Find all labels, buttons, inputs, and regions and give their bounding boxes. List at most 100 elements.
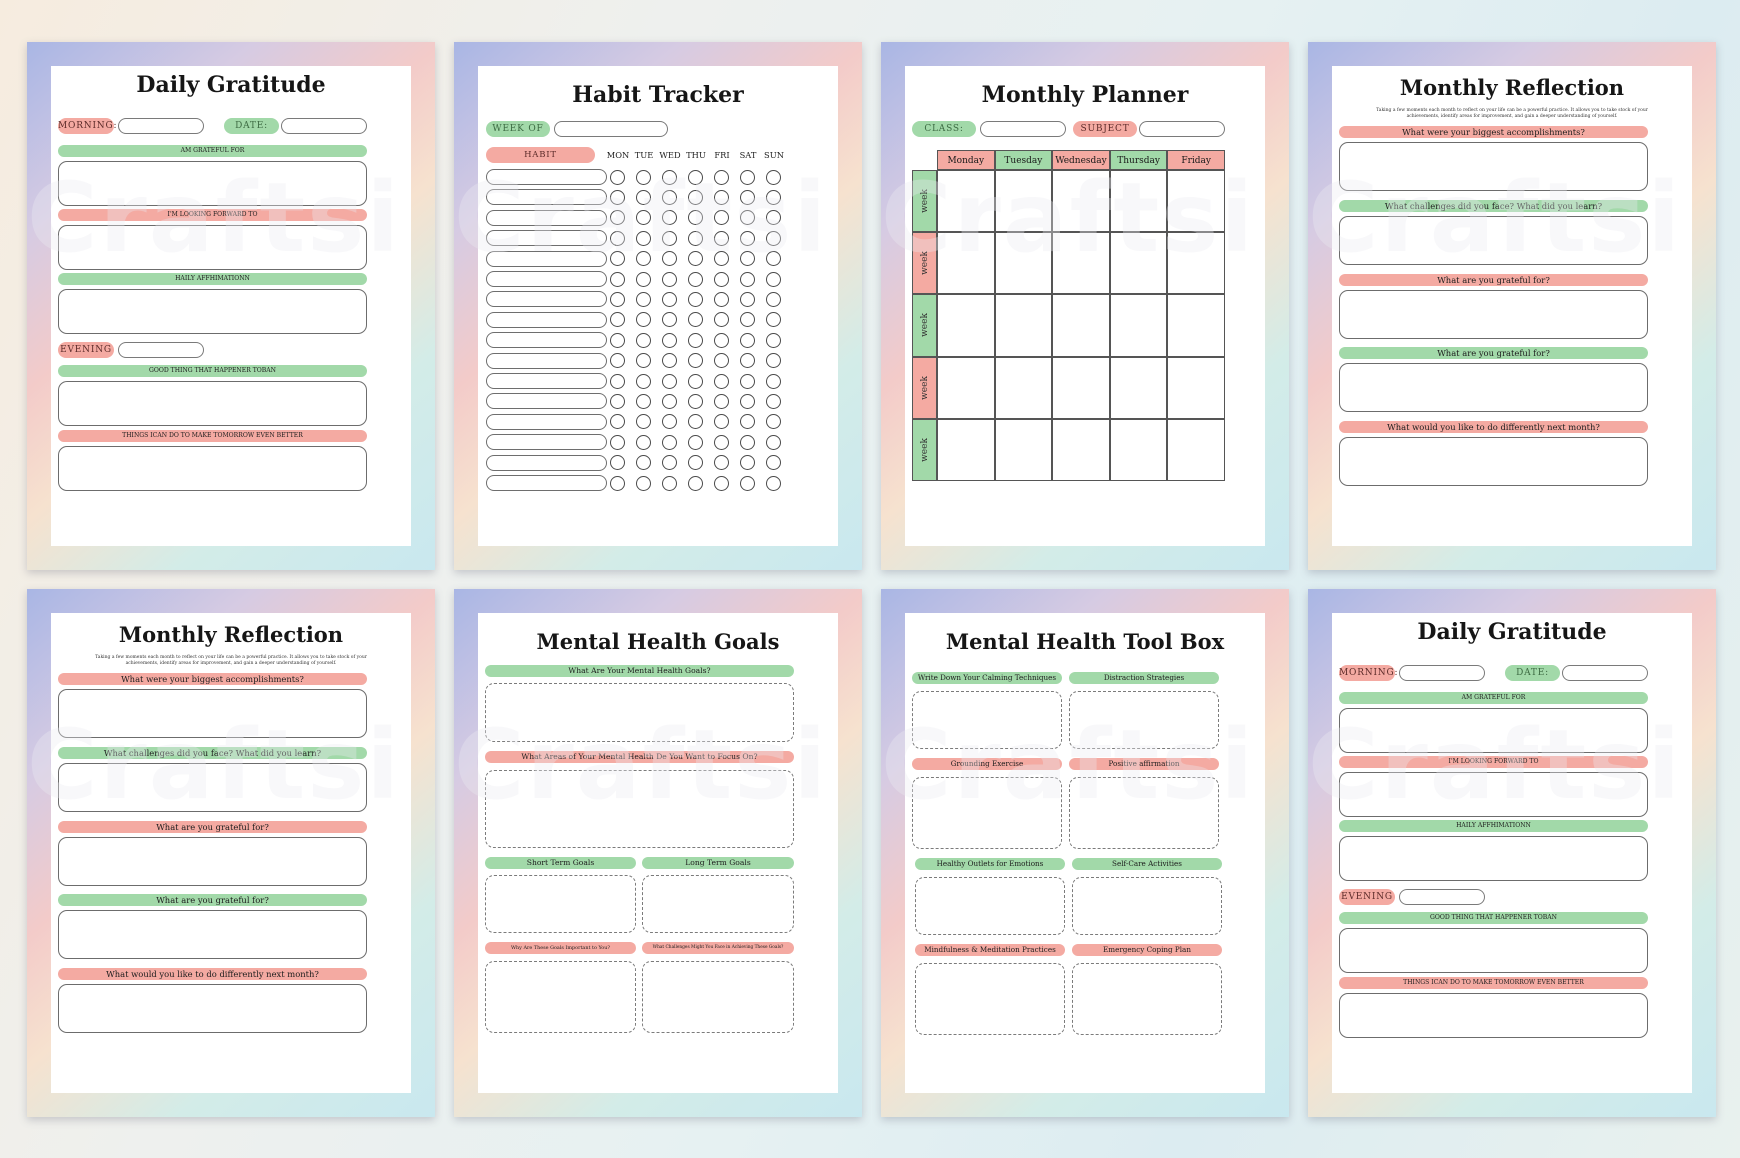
habit-input[interactable] <box>486 311 607 328</box>
habit-check[interactable] <box>714 189 729 205</box>
habit-check[interactable] <box>714 210 729 226</box>
habit-check[interactable] <box>714 414 729 430</box>
planner-cell[interactable] <box>994 232 1053 295</box>
habit-check[interactable] <box>740 312 755 328</box>
habit-check[interactable] <box>688 393 703 409</box>
planner-cell[interactable] <box>994 418 1053 481</box>
answer-box[interactable] <box>1339 437 1648 486</box>
habit-check[interactable] <box>610 271 625 287</box>
planner-cell[interactable] <box>1052 418 1110 481</box>
habit-check[interactable] <box>766 312 781 328</box>
habit-check[interactable] <box>662 189 677 205</box>
planner-cell[interactable] <box>1052 356 1110 419</box>
habit-input[interactable] <box>486 230 607 247</box>
habit-check[interactable] <box>688 210 703 226</box>
habit-check[interactable] <box>688 251 703 267</box>
habit-check[interactable] <box>766 353 781 369</box>
planner-cell[interactable] <box>1052 170 1110 233</box>
habit-check[interactable] <box>766 189 781 205</box>
answer-box[interactable] <box>58 763 367 812</box>
habit-check[interactable] <box>636 434 651 450</box>
habit-check[interactable] <box>662 414 677 430</box>
answer-box[interactable] <box>1339 290 1648 339</box>
planner-cell[interactable] <box>994 294 1053 357</box>
planner-cell[interactable] <box>1167 232 1225 295</box>
habit-check[interactable] <box>740 332 755 348</box>
habit-check[interactable] <box>662 353 677 369</box>
planner-cell[interactable] <box>1109 356 1168 419</box>
writing-box[interactable] <box>1339 928 1648 973</box>
habit-check[interactable] <box>688 169 703 185</box>
habit-input[interactable] <box>486 352 607 369</box>
planner-cell[interactable] <box>1109 170 1168 233</box>
morning-field[interactable] <box>1399 665 1485 681</box>
writing-box[interactable] <box>485 770 794 848</box>
habit-check[interactable] <box>610 393 625 409</box>
habit-check[interactable] <box>766 291 781 307</box>
planner-cell[interactable] <box>937 170 995 233</box>
habit-check[interactable] <box>610 475 625 491</box>
habit-check[interactable] <box>688 271 703 287</box>
writing-box[interactable] <box>58 381 367 426</box>
habit-check[interactable] <box>688 312 703 328</box>
habit-check[interactable] <box>740 251 755 267</box>
habit-input[interactable] <box>486 373 607 389</box>
answer-box[interactable] <box>1339 142 1648 191</box>
writing-box[interactable] <box>58 446 367 491</box>
habit-check[interactable] <box>766 434 781 450</box>
habit-check[interactable] <box>636 475 651 491</box>
answer-box[interactable] <box>1339 363 1648 412</box>
week-field[interactable] <box>554 121 668 137</box>
habit-check[interactable] <box>662 434 677 450</box>
answer-box[interactable] <box>1339 216 1648 265</box>
habit-check[interactable] <box>636 455 651 471</box>
planner-cell[interactable] <box>1167 418 1225 481</box>
writing-box[interactable] <box>1339 772 1648 817</box>
habit-check[interactable] <box>610 210 625 226</box>
habit-check[interactable] <box>714 169 729 185</box>
habit-check[interactable] <box>740 475 755 491</box>
answer-box[interactable] <box>58 689 367 738</box>
habit-check[interactable] <box>740 455 755 471</box>
writing-box[interactable] <box>58 289 367 334</box>
planner-cell[interactable] <box>1167 356 1225 419</box>
habit-check[interactable] <box>636 393 651 409</box>
writing-box[interactable] <box>1072 963 1222 1035</box>
habit-check[interactable] <box>662 169 677 185</box>
habit-check[interactable] <box>610 434 625 450</box>
planner-cell[interactable] <box>994 356 1053 419</box>
habit-input[interactable] <box>486 393 607 410</box>
evening-field[interactable] <box>118 342 204 358</box>
habit-check[interactable] <box>688 475 703 491</box>
writing-box[interactable] <box>915 877 1065 935</box>
evening-field[interactable] <box>1399 889 1485 905</box>
habit-input[interactable] <box>486 413 607 430</box>
planner-cell[interactable] <box>937 356 995 419</box>
habit-input[interactable] <box>486 250 607 267</box>
habit-check[interactable] <box>688 230 703 246</box>
habit-check[interactable] <box>662 373 677 389</box>
habit-check[interactable] <box>766 414 781 430</box>
habit-check[interactable] <box>610 251 625 267</box>
habit-check[interactable] <box>662 393 677 409</box>
habit-check[interactable] <box>714 332 729 348</box>
habit-check[interactable] <box>636 189 651 205</box>
habit-check[interactable] <box>662 312 677 328</box>
habit-check[interactable] <box>662 271 677 287</box>
habit-check[interactable] <box>610 312 625 328</box>
habit-check[interactable] <box>740 434 755 450</box>
planner-cell[interactable] <box>1109 418 1168 481</box>
habit-check[interactable] <box>688 332 703 348</box>
habit-check[interactable] <box>610 332 625 348</box>
habit-check[interactable] <box>636 210 651 226</box>
planner-cell[interactable] <box>1052 232 1110 295</box>
habit-check[interactable] <box>766 271 781 287</box>
writing-box[interactable] <box>915 963 1065 1035</box>
habit-check[interactable] <box>766 230 781 246</box>
habit-check[interactable] <box>662 251 677 267</box>
habit-check[interactable] <box>610 189 625 205</box>
habit-check[interactable] <box>740 393 755 409</box>
habit-input[interactable] <box>486 454 607 471</box>
habit-check[interactable] <box>636 169 651 185</box>
habit-check[interactable] <box>636 332 651 348</box>
